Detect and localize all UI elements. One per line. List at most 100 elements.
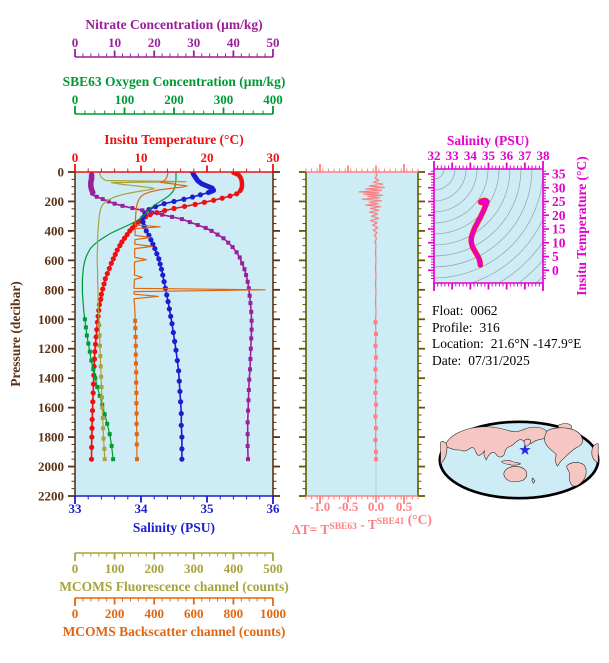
marker bbox=[102, 412, 107, 417]
marker bbox=[98, 296, 104, 302]
nitrate-axis-ticklabel: 30 bbox=[187, 35, 200, 50]
series-delta_t bbox=[358, 172, 385, 462]
marker bbox=[90, 381, 97, 387]
marker bbox=[83, 325, 88, 330]
pressure-axis-right bbox=[272, 171, 280, 497]
marker bbox=[246, 398, 251, 403]
marker bbox=[133, 343, 138, 348]
marker bbox=[152, 245, 158, 252]
marker bbox=[98, 354, 103, 359]
marker bbox=[89, 425, 95, 431]
marker bbox=[100, 286, 106, 292]
ts-temp-ticklabel: 20 bbox=[552, 208, 566, 223]
series-salinity bbox=[140, 172, 217, 462]
delta-t-title-part: SBE41 bbox=[377, 517, 405, 527]
marker bbox=[101, 426, 106, 431]
nitrate-axis-ticklabel: 40 bbox=[227, 35, 240, 50]
marker bbox=[473, 224, 478, 229]
marker bbox=[99, 385, 104, 390]
marker bbox=[234, 250, 239, 255]
marker bbox=[120, 203, 125, 208]
ts-temperature-axis-title: Insitu Temperature (°C) bbox=[574, 156, 589, 295]
marker bbox=[480, 211, 485, 215]
marker bbox=[249, 327, 254, 332]
ts-salinity-axis-top-ticklabel: 37 bbox=[518, 148, 532, 163]
marker bbox=[99, 374, 104, 379]
marker bbox=[166, 306, 172, 312]
marker bbox=[482, 198, 486, 203]
date-info-line: Date: 07/31/2025 bbox=[432, 353, 581, 370]
marker bbox=[192, 201, 198, 207]
marker bbox=[178, 410, 184, 417]
marker bbox=[209, 228, 214, 233]
marker bbox=[226, 240, 231, 245]
marker bbox=[133, 352, 138, 357]
nitrate-axis-ticklabel: 10 bbox=[108, 35, 121, 50]
marker bbox=[95, 385, 100, 390]
pressure-ticklabel: 200 bbox=[45, 194, 65, 209]
marker bbox=[112, 201, 117, 206]
delta-t-axis-bottom-ticklabel: 0.5 bbox=[396, 499, 413, 514]
delta-t-title-part: (°C) bbox=[404, 512, 432, 527]
delta-t-axis-top bbox=[305, 164, 419, 173]
marker bbox=[157, 261, 163, 267]
delta-t-axis-bottom-ticklabel: 0.0 bbox=[368, 499, 384, 514]
marker bbox=[240, 261, 245, 266]
marker bbox=[112, 251, 118, 258]
marker bbox=[373, 414, 378, 419]
marker bbox=[134, 380, 139, 385]
marker bbox=[170, 329, 176, 336]
marker bbox=[150, 210, 155, 215]
marker bbox=[99, 395, 104, 400]
marker bbox=[97, 393, 102, 398]
fluorescence-axis-title: MCOMS Fluorescence channel (counts) bbox=[59, 579, 289, 594]
marker bbox=[162, 207, 168, 214]
marker bbox=[483, 205, 487, 209]
marker bbox=[248, 357, 253, 362]
map-africa-west-edge bbox=[440, 441, 448, 465]
map-land bbox=[440, 423, 599, 487]
marker bbox=[176, 368, 182, 374]
temperature-axis-ticklabel: 30 bbox=[267, 150, 280, 165]
profile-info-line: Profile: 316 bbox=[432, 320, 581, 337]
marker bbox=[476, 255, 480, 259]
delta-t-title-part: - T bbox=[357, 517, 377, 532]
marker bbox=[374, 332, 378, 336]
marker bbox=[469, 239, 473, 244]
marker bbox=[148, 237, 154, 243]
ts-salinity-axis-top-ticklabel: 35 bbox=[482, 148, 496, 163]
marker bbox=[174, 357, 180, 364]
fluorescence-axis-ticklabel: 200 bbox=[144, 561, 164, 576]
marker bbox=[150, 241, 156, 247]
marker bbox=[94, 326, 100, 333]
marker bbox=[246, 457, 251, 462]
location-value: 21.6°N -147.9°E bbox=[490, 336, 582, 351]
temperature-axis-ticklabel: 20 bbox=[201, 150, 214, 165]
backscatter-axis-ticklabel: 1000 bbox=[260, 606, 286, 621]
salinity-axis-title: Salinity (PSU) bbox=[133, 520, 215, 535]
marker bbox=[374, 426, 378, 431]
marker bbox=[246, 387, 251, 392]
location-info-line: Location: 21.6°N -147.9°E bbox=[432, 336, 581, 353]
marker bbox=[92, 349, 98, 355]
marker bbox=[133, 334, 138, 339]
marker bbox=[234, 191, 240, 197]
marker bbox=[470, 244, 474, 248]
pressure-ticklabel: 2200 bbox=[38, 489, 64, 504]
marker bbox=[471, 230, 475, 234]
marker bbox=[181, 203, 188, 210]
ts-temp-axis-right bbox=[542, 169, 549, 283]
marker bbox=[102, 276, 108, 282]
float-location-star bbox=[519, 444, 531, 455]
marker bbox=[165, 299, 171, 305]
ts-temp-ticklabel: 5 bbox=[552, 249, 559, 264]
location-label: Location: bbox=[432, 336, 484, 351]
world-map bbox=[438, 420, 600, 500]
marker bbox=[472, 248, 477, 252]
marker bbox=[160, 272, 166, 278]
temperature-axis bbox=[74, 164, 274, 173]
profile-label: Profile: bbox=[432, 319, 473, 335]
marker bbox=[102, 457, 107, 462]
marker bbox=[117, 243, 123, 249]
